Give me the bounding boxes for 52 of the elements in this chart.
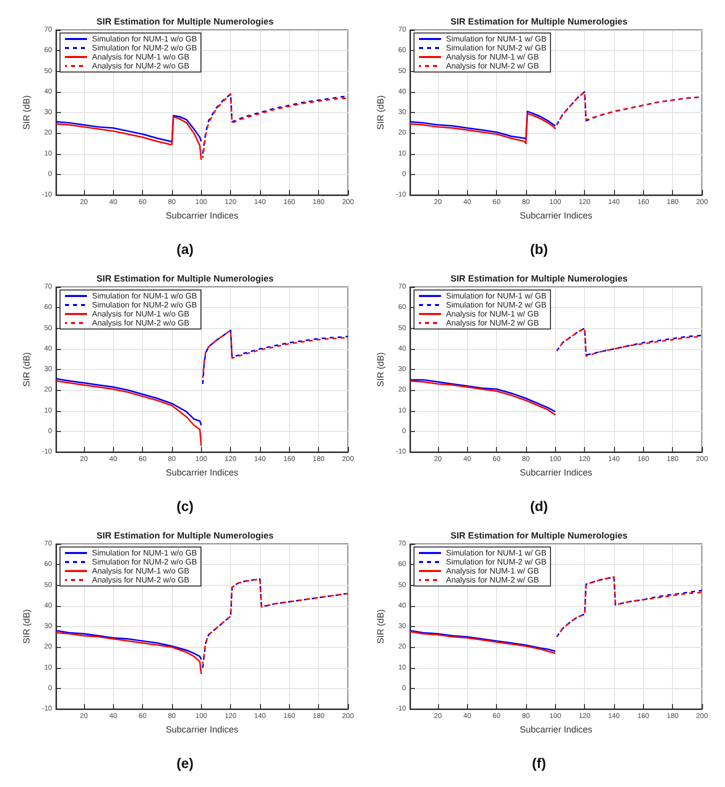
legend-label: Simulation for NUM-1 w/ GB [446, 548, 546, 558]
legend-label: Simulation for NUM-2 w/ GB [446, 44, 546, 52]
legend-label: Analysis for NUM-2 w/o GB [92, 318, 190, 328]
legend-label: Analysis for NUM-2 w/ GB [446, 62, 539, 70]
legend-label: Analysis for NUM-1 w/o GB [92, 52, 190, 62]
line-series [55, 380, 202, 447]
legend-label: Analysis for NUM-1 w/o GB [92, 310, 190, 318]
legend-label: Analysis for NUM-2 w/ GB [446, 318, 539, 328]
legend-label: Simulation for NUM-2 w/o GB [92, 44, 197, 52]
legend-label: Analysis for NUM-1 w/ GB [446, 52, 539, 62]
x-axis-title: Subcarrier Indices [166, 724, 239, 734]
y-axis-title: SIR (dB) [21, 352, 32, 387]
legend-label: Simulation for NUM-1 w/ GB [446, 34, 546, 44]
legend-label: Simulation for NUM-2 w/o GB [92, 300, 197, 310]
line-series [556, 576, 703, 638]
text: (c) [176, 498, 194, 514]
legend-label: Simulation for NUM-2 w/o GB [92, 558, 197, 566]
x-axis-title: Subcarrier Indices [520, 210, 593, 220]
y-axis-title: SIR (dB) [375, 352, 386, 387]
x-axis-title: Subcarrier Indices [166, 210, 239, 220]
x-axis-title: Subcarrier Indices [520, 724, 593, 734]
legend-label: Simulation for NUM-1 w/o GB [92, 292, 197, 300]
chart-title: SIR Estimation for Multiple Numerologies [96, 16, 274, 26]
legend-label: Analysis for NUM-1 w/ GB [446, 566, 539, 576]
chart-title: SIR Estimation for Multiple Numerologies [96, 530, 274, 540]
chart-title: SIR Estimation for Multiple Numerologies [450, 16, 628, 26]
legend-label: Analysis for NUM-2 w/o GB [92, 576, 190, 584]
x-axis-title: Subcarrier Indices [520, 468, 593, 478]
legend-label: Simulation for NUM-1 w/o GB [92, 548, 197, 558]
y-axis-title: SIR (dB) [375, 609, 386, 644]
text: (d) [530, 498, 548, 514]
chart-title: SIR Estimation for Multiple Numerologies [96, 274, 274, 284]
y-axis-title: SIR (dB) [375, 95, 386, 130]
text: (b) [530, 241, 548, 257]
legend-label: Simulation for NUM-1 w/ GB [446, 292, 546, 300]
chart-title: SIR Estimation for Multiple Numerologies [450, 530, 628, 540]
line-series [55, 378, 202, 426]
legend-label: Analysis for NUM-2 w/o GB [92, 62, 190, 70]
text: (a) [176, 241, 194, 257]
x-axis-title: Subcarrier Indices [166, 468, 239, 478]
legend-label: Analysis for NUM-1 w/ GB [446, 310, 539, 318]
line-series [55, 114, 202, 144]
y-axis-title: SIR (dB) [21, 95, 32, 130]
chart-title: SIR Estimation for Multiple Numerologies [450, 274, 628, 284]
text: (e) [176, 755, 194, 771]
legend-label: Simulation for NUM-2 w/ GB [446, 300, 546, 310]
legend-label: Analysis for NUM-1 w/o GB [92, 566, 190, 576]
y-axis-title: SIR (dB) [21, 609, 32, 644]
legend-label: Simulation for NUM-1 w/o GB [92, 34, 197, 44]
legend-label: Simulation for NUM-2 w/ GB [446, 558, 546, 566]
legend-label: Analysis for NUM-2 w/ GB [446, 576, 539, 584]
text: (f) [532, 755, 546, 771]
